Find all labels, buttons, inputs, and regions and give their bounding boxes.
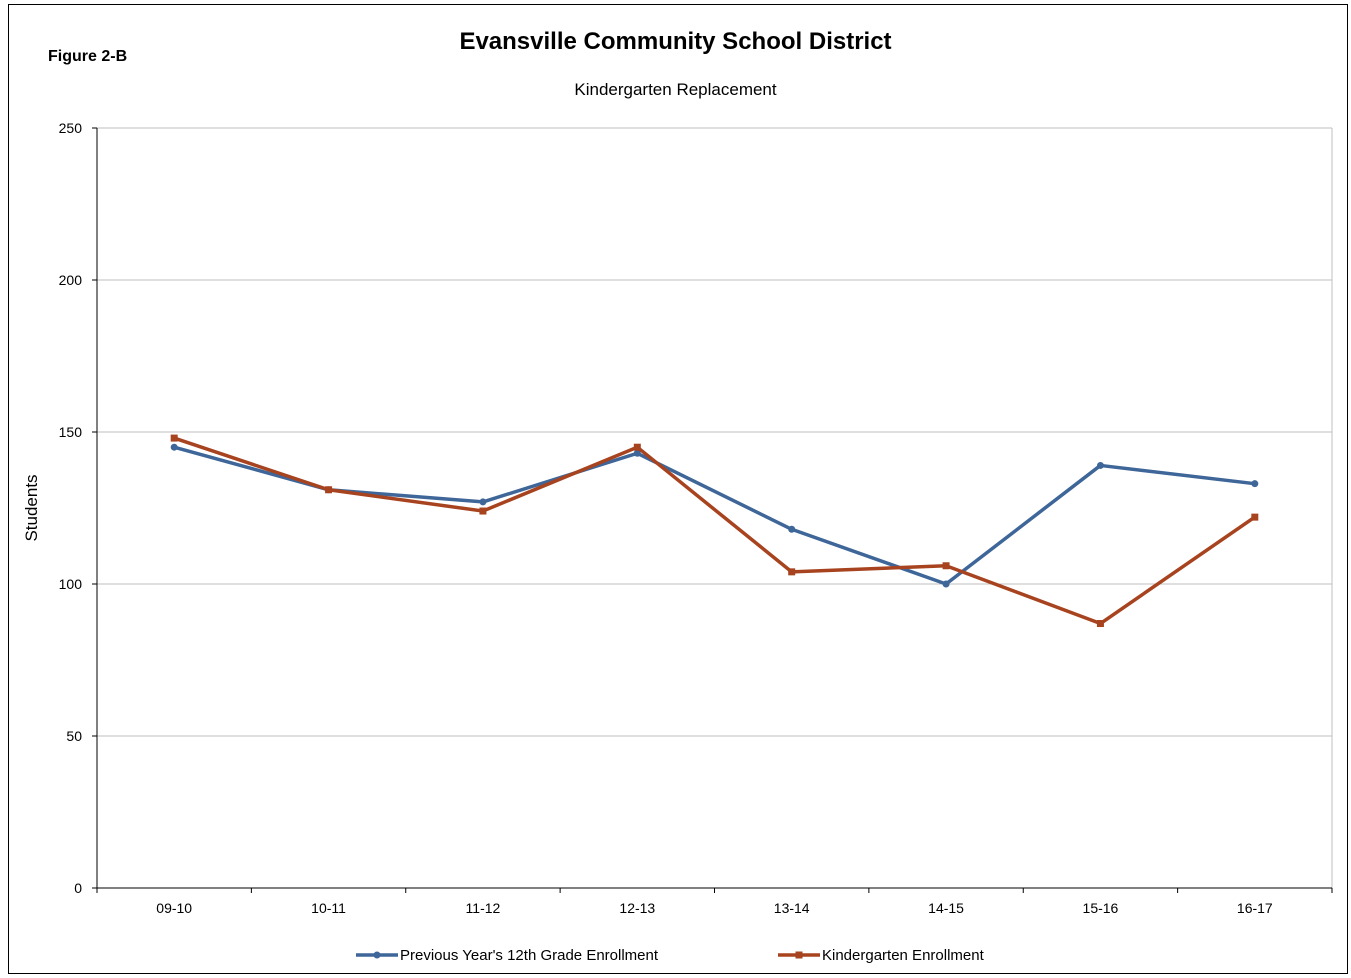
chart-title: Evansville Community School District bbox=[459, 28, 892, 55]
legend: Previous Year's 12th Grade Enrollment Kin… bbox=[356, 947, 985, 964]
data-point bbox=[479, 498, 487, 506]
x-tick-label: 16-17 bbox=[1237, 900, 1273, 916]
data-point bbox=[788, 568, 796, 576]
data-point bbox=[942, 562, 950, 570]
data-point bbox=[170, 443, 178, 451]
data-point bbox=[633, 449, 641, 457]
figure-label: Figure 2-B bbox=[48, 48, 128, 65]
data-point bbox=[788, 525, 796, 533]
y-tick-label: 100 bbox=[59, 576, 83, 592]
series-lines bbox=[170, 434, 1259, 628]
gridlines bbox=[97, 127, 1333, 888]
series-line-1 bbox=[173, 445, 1256, 586]
data-point bbox=[325, 486, 333, 494]
x-tick-label: 15-16 bbox=[1083, 900, 1119, 916]
chart-subtitle: Kindergarten Replacement bbox=[574, 80, 777, 99]
data-point bbox=[1096, 461, 1104, 469]
x-tick-label: 11-12 bbox=[466, 900, 501, 916]
x-tick-label: 12-13 bbox=[619, 900, 655, 916]
legend-label: Previous Year's 12th Grade Enrollment bbox=[400, 947, 659, 964]
y-tick-label: 50 bbox=[66, 728, 82, 744]
series-line-2 bbox=[173, 436, 1256, 626]
x-tick-label: 10-11 bbox=[311, 900, 346, 916]
y-axis-label: Students bbox=[22, 474, 41, 541]
y-tick-label: 200 bbox=[59, 272, 83, 288]
x-tick-label: 09-10 bbox=[156, 900, 192, 916]
data-point bbox=[1251, 480, 1259, 488]
axes: 0 50 100 150 200 250 09-10 10-11 11-12 12-13 13-14… bbox=[59, 120, 1333, 916]
chart-frame bbox=[8, 4, 1348, 974]
x-tick-label: 14-15 bbox=[928, 900, 964, 916]
data-point bbox=[633, 443, 641, 451]
data-point bbox=[1096, 620, 1104, 628]
y-tick-label: 150 bbox=[59, 424, 83, 440]
data-point bbox=[1251, 513, 1259, 521]
y-tick-label: 0 bbox=[74, 880, 82, 896]
data-point bbox=[170, 434, 178, 442]
legend-label: Kindergarten Enrollment bbox=[822, 947, 985, 964]
y-tick-label: 250 bbox=[59, 120, 83, 136]
x-tick-label: 13-14 bbox=[774, 900, 810, 916]
legend-marker bbox=[795, 951, 803, 959]
data-point bbox=[479, 507, 487, 515]
legend-marker bbox=[373, 951, 381, 959]
data-point bbox=[942, 580, 950, 588]
